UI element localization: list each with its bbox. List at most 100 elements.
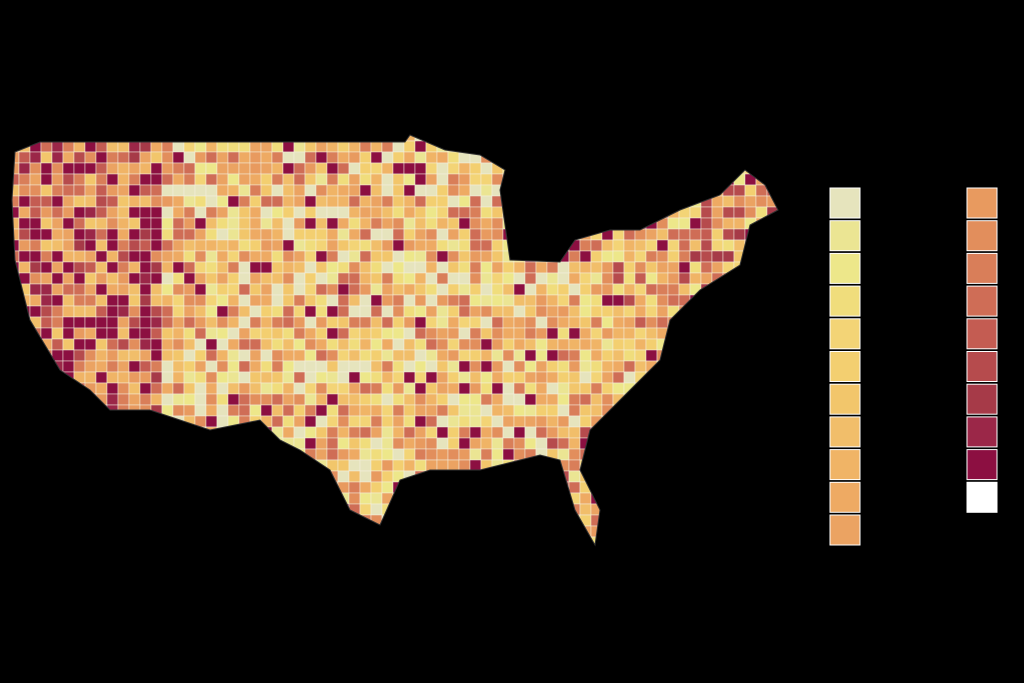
county <box>414 228 427 241</box>
county <box>315 294 328 307</box>
county <box>392 426 405 439</box>
county <box>29 173 42 186</box>
county <box>612 261 625 274</box>
county <box>62 327 75 340</box>
county <box>436 382 449 395</box>
county <box>139 327 152 340</box>
county <box>590 382 603 395</box>
county <box>370 195 383 208</box>
county <box>293 228 306 241</box>
county <box>700 250 713 263</box>
county <box>381 250 394 263</box>
county <box>326 371 339 384</box>
county <box>403 437 416 450</box>
county <box>392 261 405 274</box>
county <box>128 349 141 362</box>
county <box>513 415 526 428</box>
county <box>150 338 163 351</box>
county <box>128 327 141 340</box>
county <box>161 250 174 263</box>
county <box>425 415 438 428</box>
county <box>161 294 174 307</box>
county <box>238 206 251 219</box>
county <box>150 184 163 197</box>
county <box>227 305 240 318</box>
county <box>667 228 680 241</box>
county <box>370 140 383 153</box>
county <box>337 206 350 219</box>
county <box>491 217 504 230</box>
county <box>381 272 394 285</box>
county <box>271 283 284 296</box>
county <box>194 338 207 351</box>
county <box>84 173 97 186</box>
county <box>590 250 603 263</box>
county <box>227 382 240 395</box>
county <box>458 371 471 384</box>
county <box>579 305 592 318</box>
county <box>348 250 361 263</box>
county <box>73 338 86 351</box>
county <box>216 250 229 263</box>
county <box>381 228 394 241</box>
county <box>557 261 570 274</box>
county <box>524 415 537 428</box>
county <box>370 371 383 384</box>
county <box>359 492 372 505</box>
county <box>73 140 86 153</box>
county <box>95 327 108 340</box>
county <box>337 151 350 164</box>
county <box>425 162 438 175</box>
county <box>260 305 273 318</box>
county <box>172 327 185 340</box>
county <box>491 382 504 395</box>
county <box>29 272 42 285</box>
county <box>282 195 295 208</box>
county <box>678 217 691 230</box>
county <box>414 437 427 450</box>
county <box>216 349 229 362</box>
county <box>612 327 625 340</box>
county <box>84 228 97 241</box>
county <box>205 294 218 307</box>
county <box>315 393 328 406</box>
county <box>304 316 317 329</box>
county <box>513 349 526 362</box>
county <box>128 371 141 384</box>
county <box>381 415 394 428</box>
county <box>194 173 207 186</box>
county <box>238 184 251 197</box>
legend-swatch <box>966 481 998 513</box>
county <box>579 294 592 307</box>
county <box>337 305 350 318</box>
county <box>458 404 471 417</box>
county <box>260 327 273 340</box>
county <box>337 228 350 241</box>
county <box>645 283 658 296</box>
county <box>359 140 372 153</box>
county <box>183 206 196 219</box>
county <box>304 437 317 450</box>
county <box>29 239 42 252</box>
county <box>304 140 317 153</box>
county <box>161 338 174 351</box>
county <box>645 294 658 307</box>
county <box>51 261 64 274</box>
county <box>392 173 405 186</box>
county <box>568 415 581 428</box>
county <box>117 173 130 186</box>
county <box>403 360 416 373</box>
county <box>447 272 460 285</box>
county <box>359 305 372 318</box>
county <box>337 162 350 175</box>
county <box>425 360 438 373</box>
county <box>337 371 350 384</box>
county <box>117 272 130 285</box>
county <box>172 140 185 153</box>
county <box>326 228 339 241</box>
county <box>260 283 273 296</box>
county <box>623 294 636 307</box>
county <box>524 360 537 373</box>
county <box>95 217 108 230</box>
county <box>194 382 207 395</box>
